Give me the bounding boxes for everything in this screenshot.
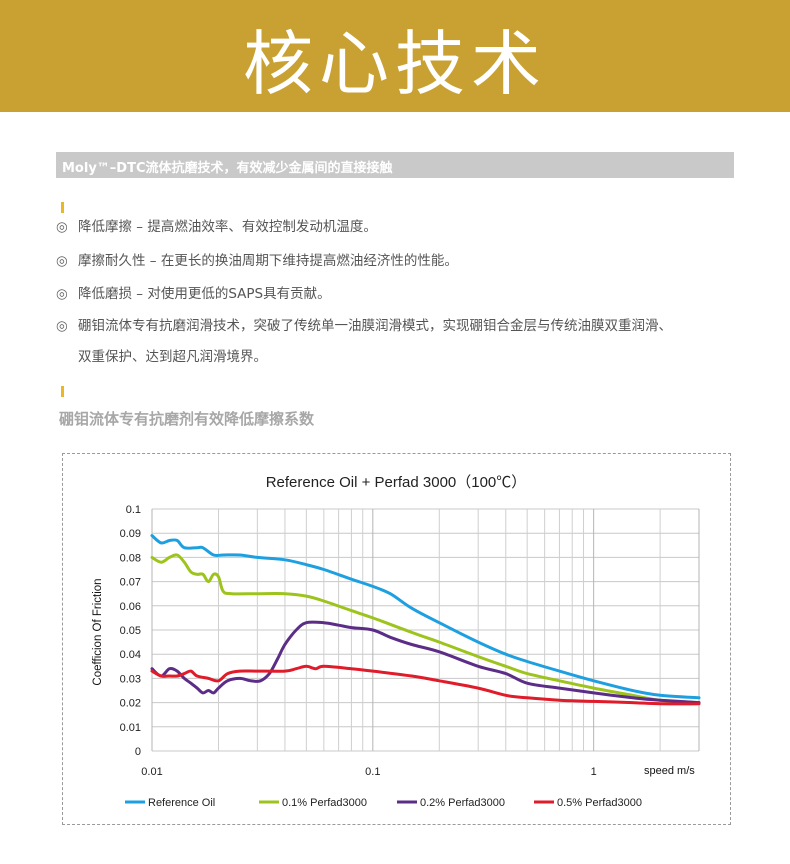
x-tick-label: 1 xyxy=(591,766,597,778)
list-item: ◎ 降低摩擦 – 提高燃油效率、有效控制发动机温度。 xyxy=(56,214,377,240)
legend-item: Reference Oil xyxy=(125,797,215,809)
y-tick-label: 0.03 xyxy=(120,673,141,685)
list-item: ◎ 降低磨损 – 对使用更低的SAPS具有贡献。 xyxy=(56,281,331,307)
series-line xyxy=(150,620,701,705)
y-tick-label: 0.1 xyxy=(126,504,141,516)
list-item-text: 降低磨损 – 对使用更低的SAPS具有贡献。 xyxy=(78,286,331,302)
chart-series xyxy=(150,534,701,706)
chart-legend: Reference Oil 0.1% Perfad3000 0.2% Perfad3… xyxy=(125,797,642,809)
bullet-circle-icon: ◎ xyxy=(56,318,68,334)
legend-label: 0.2% Perfad3000 xyxy=(420,797,505,809)
legend-item: 0.1% Perfad3000 xyxy=(259,797,367,809)
header-banner: 核心技术 xyxy=(0,0,790,112)
y-tick-label: 0.07 xyxy=(120,577,141,589)
series-line xyxy=(150,534,701,700)
series-line xyxy=(150,664,701,706)
legend-item: 0.5% Perfad3000 xyxy=(534,797,642,809)
section-title: Moly™–DTC流体抗磨技术，有效减少金属间的直接接触 xyxy=(62,161,393,176)
x-tick-label: 0.01 xyxy=(141,766,162,778)
list-item-text: 降低摩擦 – 提高燃油效率、有效控制发动机温度。 xyxy=(78,219,377,235)
friction-chart: Reference Oil + Perfad 3000（100℃） 00.010… xyxy=(92,474,701,809)
y-tick-label: 0.05 xyxy=(120,625,141,637)
y-tick-label: 0.01 xyxy=(120,722,141,734)
chart-ticks: 00.010.020.030.040.050.060.070.080.090.1… xyxy=(120,504,597,778)
page-title: 核心技术 xyxy=(243,23,547,105)
y-tick-label: 0.08 xyxy=(120,552,141,564)
list-item-continuation: 双重保护、达到超凡润滑境界。 xyxy=(78,349,267,365)
legend-label: 0.5% Perfad3000 xyxy=(557,797,642,809)
y-axis-label: Coefficion Of Friction xyxy=(92,578,104,685)
legend-label: 0.1% Perfad3000 xyxy=(282,797,367,809)
bullet-circle-icon: ◎ xyxy=(56,219,68,235)
list-item-text: 硼钼流体专有抗磨润滑技术，突破了传统单一油膜润滑模式，实现硼钼合金层与传统油膜双… xyxy=(78,318,672,334)
subsection-marker xyxy=(61,386,64,397)
legend-item: 0.2% Perfad3000 xyxy=(397,797,505,809)
section-title-bar: Moly™–DTC流体抗磨技术，有效减少金属间的直接接触 xyxy=(56,152,734,178)
y-tick-label: 0 xyxy=(135,746,141,758)
legend-label: Reference Oil xyxy=(148,797,215,809)
list-item-text: 摩擦耐久性 – 在更长的换油周期下维持提高燃油经济性的性能。 xyxy=(78,253,458,269)
chart-grid xyxy=(151,508,700,752)
list-item: ◎ 摩擦耐久性 – 在更长的换油周期下维持提高燃油经济性的性能。 xyxy=(56,248,458,274)
list-item: ◎ 硼钼流体专有抗磨润滑技术，突破了传统单一油膜润滑模式，实现硼钼合金层与传统油膜… xyxy=(56,313,672,339)
chart-title: Reference Oil + Perfad 3000（100℃） xyxy=(266,474,527,491)
y-tick-label: 0.09 xyxy=(120,528,141,540)
section-marker xyxy=(61,202,64,213)
bullet-circle-icon: ◎ xyxy=(56,253,68,269)
bullet-circle-icon: ◎ xyxy=(56,286,68,302)
series-line xyxy=(150,553,701,705)
y-tick-label: 0.04 xyxy=(120,649,141,661)
x-axis-label: speed m/s xyxy=(644,765,695,777)
y-tick-label: 0.02 xyxy=(120,698,141,710)
chart-subheading: 硼钼流体专有抗磨剂有效降低摩擦系数 xyxy=(59,410,315,428)
chart-frame: Reference Oil + Perfad 3000（100℃） 0 0.01 0… xyxy=(62,453,731,825)
x-tick-label: 0.1 xyxy=(365,766,380,778)
y-tick-label: 0.06 xyxy=(120,601,141,613)
